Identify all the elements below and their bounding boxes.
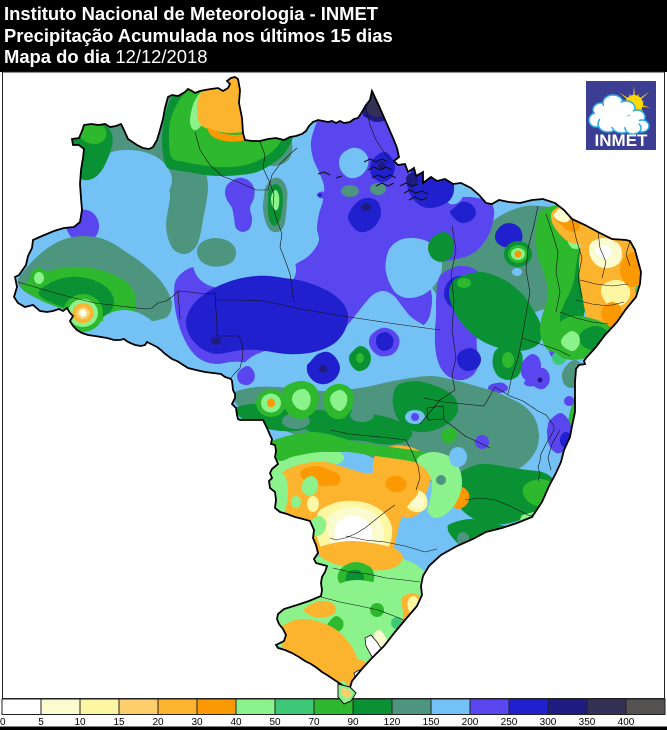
svg-text:50: 50 [269,717,281,728]
svg-text:20: 20 [152,717,164,728]
svg-text:400: 400 [618,717,635,728]
svg-text:5: 5 [38,717,44,728]
svg-text:15: 15 [113,717,125,728]
svg-text:10: 10 [74,717,86,728]
svg-text:150: 150 [423,717,440,728]
svg-text:350: 350 [579,717,596,728]
svg-text:0: 0 [0,717,6,728]
svg-text:INMET: INMET [595,131,649,150]
svg-text:250: 250 [501,717,518,728]
svg-text:40: 40 [230,717,242,728]
svg-text:30: 30 [191,717,203,728]
svg-text:300: 300 [540,717,557,728]
svg-text:70: 70 [308,717,320,728]
svg-text:200: 200 [462,717,479,728]
svg-text:90: 90 [347,717,359,728]
svg-text:120: 120 [384,717,401,728]
